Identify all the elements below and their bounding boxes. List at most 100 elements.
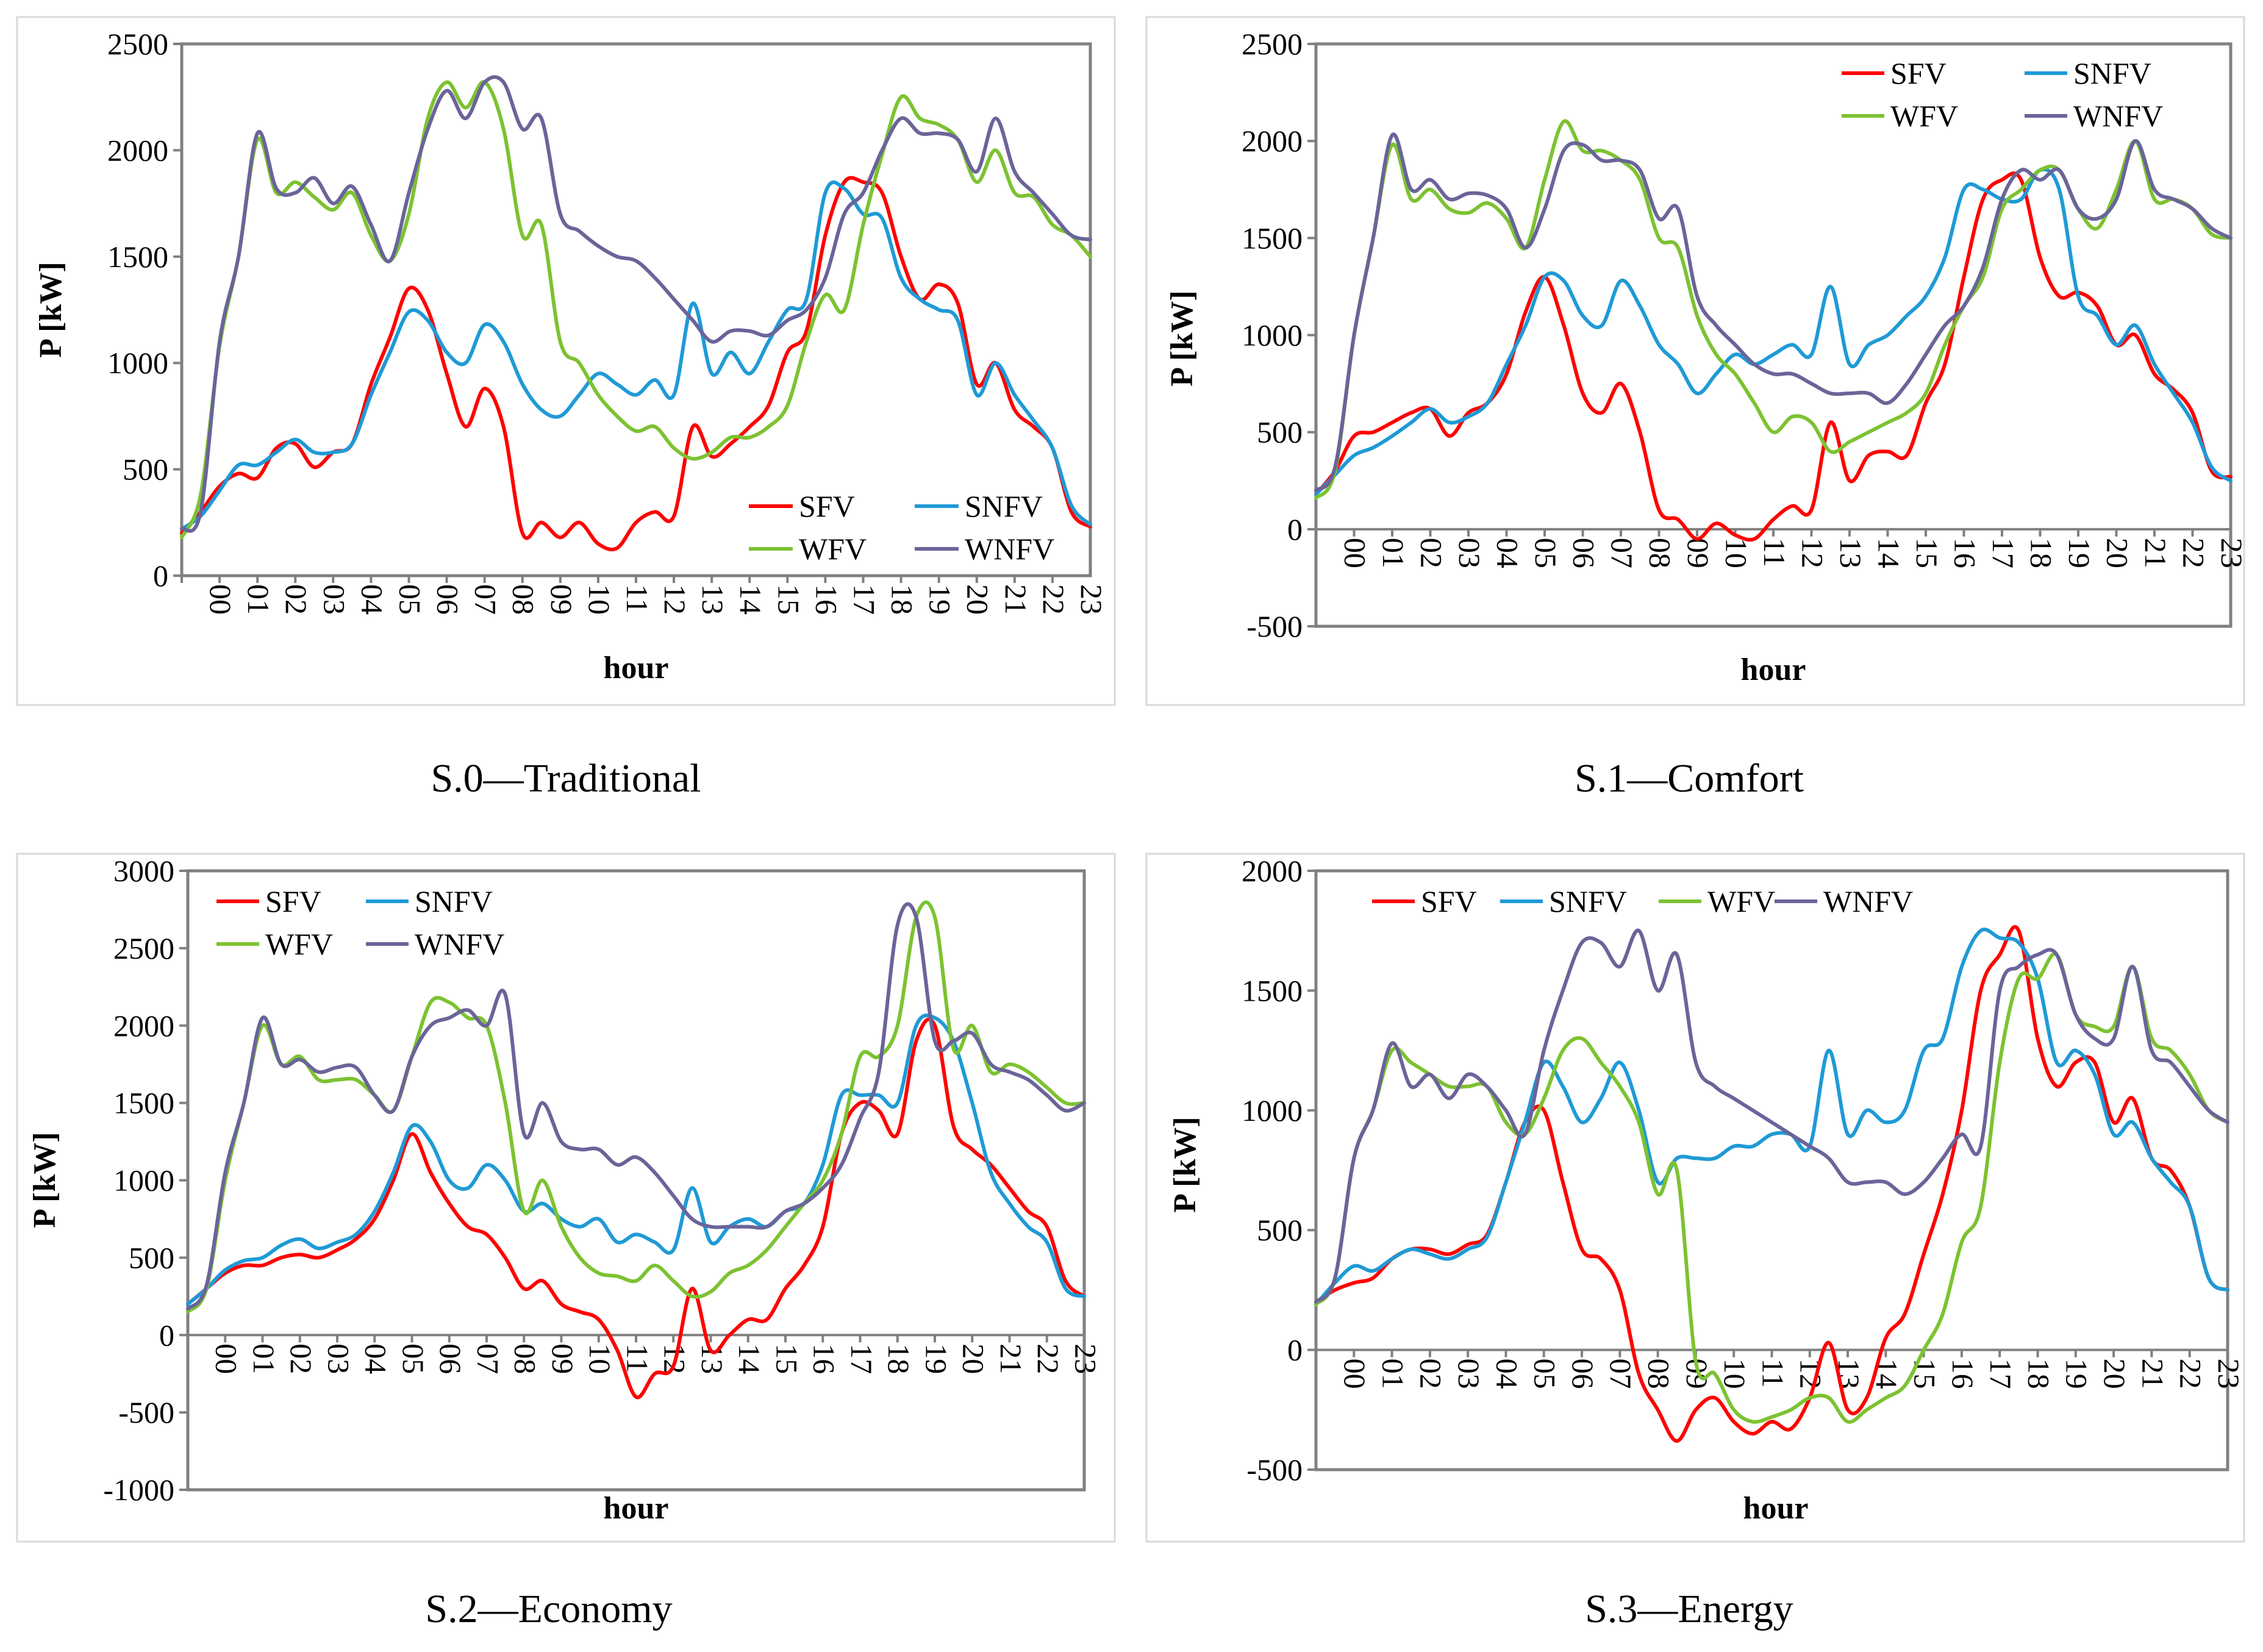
x-tick-label: 08 bbox=[509, 1343, 543, 1374]
x-tick-label: 21 bbox=[999, 584, 1033, 615]
x-tick-label: 03 bbox=[317, 584, 351, 615]
x-tick-label: 15 bbox=[771, 584, 806, 615]
x-axis-title: hour bbox=[1741, 653, 1806, 687]
x-tick-label: 19 bbox=[2060, 1359, 2094, 1389]
y-tick-label: 2000 bbox=[1242, 124, 1303, 158]
x-tick-label: 10 bbox=[583, 1343, 617, 1374]
x-tick-label: 19 bbox=[923, 584, 957, 615]
legend-label-snfv: SNFV bbox=[2073, 56, 2151, 90]
legend-label-wfv: WFV bbox=[265, 927, 333, 961]
legend: SFV SNFV WFV WNFV bbox=[1372, 884, 1913, 918]
panel-caption: S.0—Traditional bbox=[431, 756, 701, 801]
panel-s3-energy: -500 0 500 1000 1500 2000 00 01 02 03 04 05 06 07 08 0… bbox=[1145, 853, 2246, 1631]
y-tick-label: 2000 bbox=[113, 1009, 174, 1043]
x-tick-label: 09 bbox=[1681, 538, 1715, 568]
panel-s2-economy: -1000 -500 0 500 1000 1500 2000 2500 3000 00 01 02… bbox=[16, 853, 1116, 1631]
x-tick-label: 07 bbox=[471, 1343, 505, 1374]
x-tick-label: 17 bbox=[1986, 538, 2020, 568]
y-tick-label: 500 bbox=[129, 1240, 174, 1275]
legend-label-sfv: SFV bbox=[1421, 884, 1477, 918]
y-axis-title: P [kW] bbox=[27, 1132, 62, 1228]
y-tick-label: 0 bbox=[1287, 1333, 1303, 1367]
legend-label-wfv: WFV bbox=[1890, 99, 1958, 133]
x-tick-label: 21 bbox=[2136, 1359, 2170, 1389]
y-tick-label: 0 bbox=[153, 559, 168, 593]
x-tick-label: 00 bbox=[1338, 1359, 1372, 1389]
x-tick-label: 10 bbox=[1719, 538, 1753, 568]
x-tick-label: 15 bbox=[770, 1343, 804, 1374]
y-axis-title: P [kW] bbox=[34, 262, 68, 357]
x-tick-label: 16 bbox=[807, 1343, 842, 1374]
series-line-wfv bbox=[186, 900, 1086, 1314]
x-tick-label: 20 bbox=[961, 584, 995, 615]
legend-label-snfv: SNFV bbox=[1549, 884, 1627, 918]
x-tick-label: 14 bbox=[732, 1343, 767, 1374]
x-tick-label: 04 bbox=[359, 1343, 393, 1374]
x-tick-label: 05 bbox=[393, 584, 427, 615]
x-tick-label: 17 bbox=[847, 584, 881, 615]
x-tick-label: 22 bbox=[2176, 538, 2211, 568]
x-tick-label: 07 bbox=[1605, 538, 1639, 568]
x-tick-label: 03 bbox=[1453, 538, 1487, 568]
legend-label-snfv: SNFV bbox=[965, 489, 1043, 523]
y-tick-label: -500 bbox=[1246, 1453, 1303, 1487]
x-tick-label: 12 bbox=[658, 584, 692, 615]
y-tick-label: 1500 bbox=[1242, 221, 1303, 255]
x-tick-label: 18 bbox=[885, 584, 920, 615]
x-tick-label: 04 bbox=[355, 584, 389, 615]
legend-label-sfv: SFV bbox=[799, 489, 855, 523]
plot-area bbox=[186, 869, 1086, 1492]
x-tick-label: 23 bbox=[2212, 1359, 2246, 1389]
series-line-sfv bbox=[186, 1017, 1086, 1400]
y-axis: 0 500 1000 1500 2000 2500 bbox=[107, 27, 182, 593]
y-tick-label: 0 bbox=[159, 1318, 174, 1352]
x-tick-label: 02 bbox=[279, 584, 313, 615]
x-tick-label: 13 bbox=[1834, 538, 1868, 568]
x-tick-label: 23 bbox=[1068, 1343, 1103, 1374]
x-tick-label: 02 bbox=[284, 1343, 318, 1374]
y-tick-label: 2000 bbox=[107, 133, 168, 167]
x-axis-title: hour bbox=[604, 1491, 669, 1526]
x-tick-label: 00 bbox=[204, 584, 238, 615]
x-tick-label: 06 bbox=[434, 1343, 468, 1374]
x-tick-label: 17 bbox=[1984, 1359, 2018, 1389]
x-tick-label: 02 bbox=[1414, 538, 1448, 568]
legend-label-wnfv: WNFV bbox=[1823, 884, 1913, 918]
x-tick-label: 04 bbox=[1490, 1359, 1524, 1389]
x-tick-label: 18 bbox=[882, 1343, 916, 1374]
series-line-snfv bbox=[180, 180, 1092, 531]
x-axis: 00 01 02 03 04 05 06 07 08 09 10 11 12 13 14 15 16 17 18 19… bbox=[181, 574, 1109, 615]
y-tick-label: 1000 bbox=[113, 1164, 174, 1198]
x-tick-label: 09 bbox=[546, 1343, 580, 1374]
y-tick-label: 1500 bbox=[107, 240, 168, 274]
series-line-wnfv bbox=[1314, 929, 2229, 1304]
x-tick-label: 10 bbox=[1718, 1359, 1752, 1389]
y-tick-label: 2500 bbox=[107, 27, 168, 61]
y-tick-label: 1500 bbox=[1242, 973, 1303, 1007]
x-tick-label: 11 bbox=[620, 1343, 654, 1373]
series-line-wnfv bbox=[186, 902, 1086, 1311]
x-tick-label: 05 bbox=[396, 1343, 431, 1374]
legend-label-wfv: WFV bbox=[799, 532, 867, 566]
x-tick-label: 10 bbox=[582, 584, 617, 615]
x-tick-label: 06 bbox=[1566, 1359, 1600, 1389]
y-axis-title: P [kW] bbox=[1168, 1117, 1203, 1212]
legend: SFV SNFV WFV WNFV bbox=[216, 884, 504, 961]
x-tick-label: 03 bbox=[321, 1343, 356, 1374]
x-tick-label: 00 bbox=[1338, 538, 1372, 568]
y-tick-label: 0 bbox=[1287, 512, 1303, 546]
x-tick-label: 17 bbox=[845, 1343, 879, 1374]
x-tick-label: 06 bbox=[1567, 538, 1601, 568]
legend-label-snfv: SNFV bbox=[415, 884, 493, 918]
x-axis: 00 01 02 03 04 05 06 07 08 09 10 11 12 13 14 15 16 17 18 19… bbox=[1315, 527, 2249, 568]
x-tick-label: 05 bbox=[1528, 1359, 1562, 1389]
y-tick-label: 500 bbox=[1257, 415, 1303, 449]
x-tick-label: 16 bbox=[1948, 538, 1982, 568]
y-tick-label: -1000 bbox=[103, 1473, 174, 1507]
x-tick-label: 02 bbox=[1414, 1359, 1448, 1389]
x-tick-label: 11 bbox=[620, 584, 654, 613]
x-tick-label: 12 bbox=[1795, 538, 1829, 568]
x-tick-label: 19 bbox=[2062, 538, 2097, 568]
series-line-snfv bbox=[1314, 167, 2233, 496]
x-tick-label: 16 bbox=[809, 584, 843, 615]
